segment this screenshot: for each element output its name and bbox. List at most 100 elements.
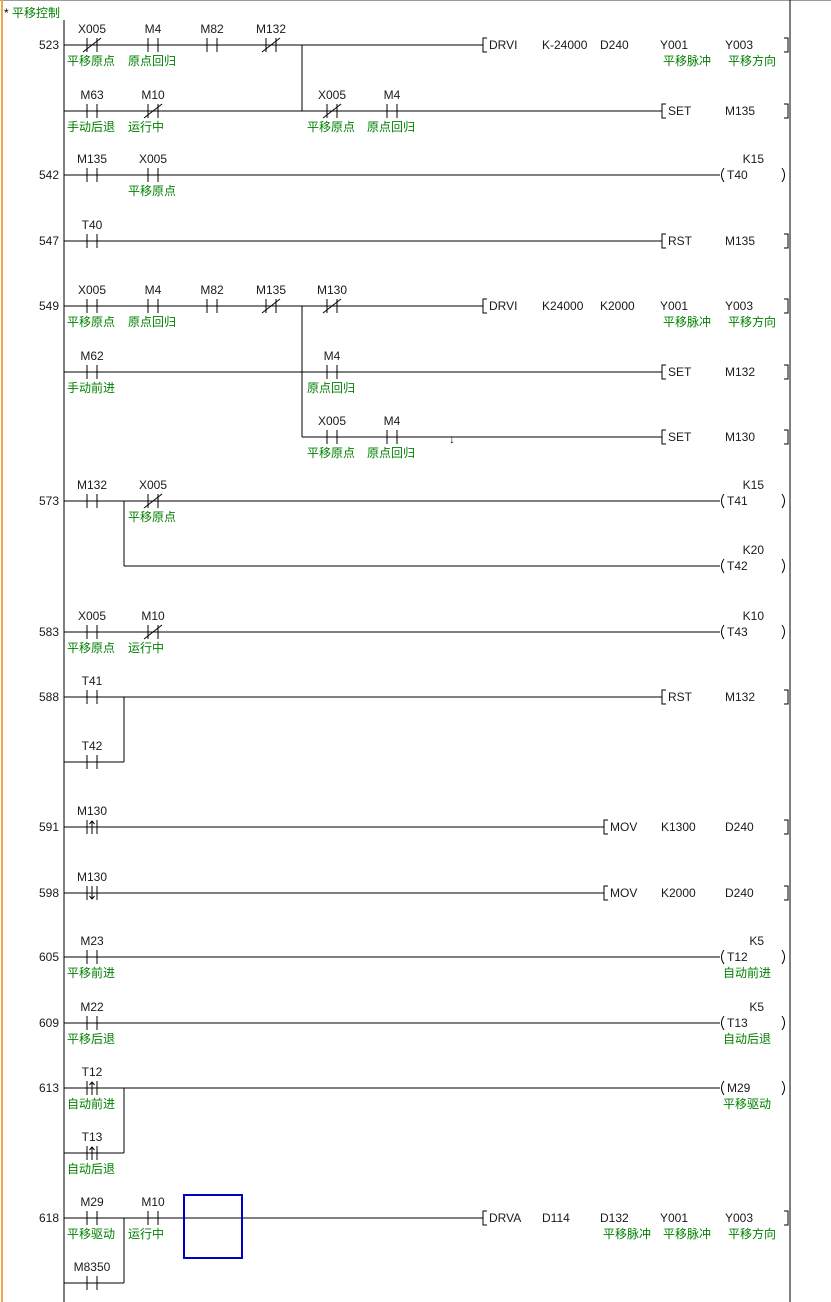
contact-device: T40: [82, 218, 103, 232]
contact-no[interactable]: M8350: [74, 1260, 111, 1291]
coil-device: T42: [727, 559, 748, 573]
down-arrow-icon: ↓: [449, 432, 455, 446]
coil-device: T43: [727, 625, 748, 639]
contact-nc[interactable]: M10 运行中: [128, 88, 165, 134]
instruction-mov[interactable]: MOV K1300 D240: [603, 819, 789, 835]
contact-no[interactable]: M4 原点回归: [367, 88, 415, 134]
contact-device: M29: [80, 1195, 104, 1209]
rung-598[interactable]: 598 M130 MOV K2000 D240: [39, 870, 789, 901]
contact-device: M4: [324, 349, 341, 363]
instruction-mov[interactable]: MOV K2000 D240: [603, 885, 789, 901]
contact-comment: 运行中: [128, 640, 164, 655]
contact-comment: 自动后退: [67, 1162, 115, 1176]
bracket-left: [661, 364, 666, 380]
contact-device: M10: [141, 88, 165, 102]
contact-device: X005: [78, 609, 106, 623]
bracket-left: [661, 103, 666, 119]
coil-device: M29: [727, 1081, 751, 1095]
contact-device: T41: [82, 674, 103, 688]
contact-no[interactable]: T40: [82, 218, 103, 249]
contact-nc[interactable]: M10 运行中: [128, 609, 165, 655]
instruction-opcode: SET: [668, 104, 692, 118]
instruction-operand: D114: [542, 1211, 570, 1225]
coil-close-paren: [781, 624, 785, 640]
contact-device: M130: [77, 870, 107, 884]
contact-no[interactable]: M82: [200, 283, 224, 314]
operand-comment: 平移脉冲: [663, 53, 711, 68]
contact-device: T12: [82, 1065, 103, 1079]
instruction-rst[interactable]: RST M135: [661, 233, 789, 249]
contact-no[interactable]: M132: [77, 478, 107, 509]
contact-no[interactable]: T42: [82, 739, 103, 770]
contact-rise[interactable]: T13 自动后退: [67, 1130, 115, 1176]
instruction-operand: Y001: [660, 299, 688, 313]
rung-591[interactable]: 591 M130 MOV K1300 D240: [39, 804, 789, 835]
contact-no[interactable]: X005 平移原点: [67, 283, 115, 329]
contact-device: X005: [318, 414, 346, 428]
contact-comment: 平移原点: [67, 315, 115, 329]
rung-523[interactable]: 523 X005 平移原点 M4 原点回归 M82 M132 M63 手动后退 M10 运行中 X00…: [39, 22, 789, 134]
coil-constant: K5: [749, 1000, 764, 1014]
rung-613[interactable]: 613 T12 自动前进 T13 自动后退 M29 平移驱动: [39, 1065, 785, 1176]
contact-device: X005: [139, 478, 167, 492]
instruction-operand: M135: [725, 104, 755, 118]
rung-588[interactable]: 588 T41 T42 RST M132: [39, 674, 789, 770]
instruction-operand: Y003: [725, 1211, 753, 1225]
contact-no[interactable]: M4 原点回归: [128, 283, 176, 329]
contact-device: M82: [200, 22, 224, 36]
contact-nc[interactable]: M130: [317, 283, 347, 314]
contact-no[interactable]: M135: [77, 152, 107, 183]
contact-comment: 平移原点: [307, 120, 355, 134]
edit-cursor[interactable]: [183, 1194, 243, 1259]
coil-close-paren: [781, 558, 785, 574]
contact-no[interactable]: M10 运行中: [128, 1195, 165, 1241]
contact-no[interactable]: M29 平移驱动: [67, 1195, 115, 1241]
step-number: 613: [39, 1081, 59, 1095]
instruction-set[interactable]: SET M132: [661, 364, 789, 380]
coil-open-paren: [721, 558, 725, 574]
output-coil[interactable]: M29 平移驱动: [721, 1080, 785, 1111]
coil-device: T40: [727, 168, 748, 182]
bracket-right: [784, 819, 789, 835]
contact-fall[interactable]: M130: [77, 870, 107, 901]
instruction-set[interactable]: SET M135: [661, 103, 789, 119]
step-number: 583: [39, 625, 59, 639]
coil-open-paren: [721, 1015, 725, 1031]
contact-no[interactable]: M82: [200, 22, 224, 53]
step-number: 549: [39, 299, 59, 313]
window-edge: [1, 0, 3, 1302]
instruction-rst[interactable]: RST M132: [661, 689, 789, 705]
rung-547[interactable]: 547 T40 RST M135: [39, 218, 789, 249]
contact-nc[interactable]: M135: [256, 283, 286, 314]
step-number: 598: [39, 886, 59, 900]
instruction-operand: K2000: [600, 299, 635, 313]
coil-open-paren: [721, 1080, 725, 1096]
contact-nc[interactable]: M132: [256, 22, 286, 53]
instruction-set[interactable]: SET M130: [661, 429, 789, 445]
contact-device: M10: [141, 609, 165, 623]
coil-close-paren: [781, 167, 785, 183]
instruction-opcode: DRVA: [489, 1211, 521, 1225]
contact-nc[interactable]: X005 平移原点: [67, 22, 115, 68]
contact-rise[interactable]: M130: [77, 804, 107, 835]
instruction-operand: K2000: [661, 886, 696, 900]
instruction-opcode: RST: [668, 690, 693, 704]
contact-no[interactable]: M63 手动后退: [67, 88, 115, 134]
coil-constant: K15: [743, 478, 765, 492]
contact-comment: 平移驱动: [67, 1227, 115, 1241]
contact-nc[interactable]: X005 平移原点: [307, 88, 355, 134]
contact-no[interactable]: T41: [82, 674, 103, 705]
